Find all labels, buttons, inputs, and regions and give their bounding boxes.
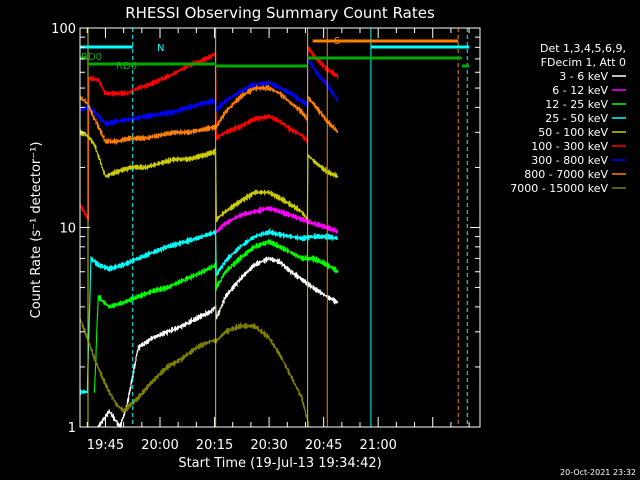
flag-label-s: S [334,36,340,47]
series-line-100-300-kev [79,45,339,222]
x-tick-label: 19:45 [87,438,124,453]
series-line-50-100-kev [79,128,339,223]
chart-title: RHESSI Observing Summary Count Rates [125,4,435,22]
legend-entry-label: 100 - 300 keV [531,140,608,153]
series-line-25-50-kev [79,227,339,396]
x-tick-label: 21:00 [359,438,396,453]
legend-entry-label: 25 - 50 keV [545,112,608,125]
flag-label-rd6: RD6 [116,61,137,72]
legend-entry-label: 12 - 25 keV [545,98,608,111]
x-axis-label: Start Time (19-Jul-13 19:34:42) [178,456,381,471]
x-tick-label: 20:30 [250,438,287,453]
y-tick-label: 100 [51,22,76,37]
x-axis: 19:45 20:00 20:15 20:30 20:45 21:00 [87,28,470,453]
legend-entry-label: 7000 - 15000 keV [510,182,608,195]
y-axis-label: Count Rate (s⁻¹ detector⁻¹) [29,142,44,319]
y-tick-label: 10 [59,222,76,237]
series-layer [79,45,339,429]
x-tick-label: 20:15 [196,438,233,453]
legend-entry-label: 3 - 6 keV [559,70,608,83]
legend-entry-label: 300 - 800 keV [531,154,608,167]
y-axis: 1 10 100 [51,22,480,436]
y-tick-label: 1 [68,421,76,436]
legend-entry-label: 50 - 100 keV [538,126,608,139]
legend-entry-label: 800 - 7000 keV [524,168,608,181]
x-tick-label: 20:45 [305,438,342,453]
legend-header: Det 1,3,4,5,6,9, [540,42,626,55]
legend-entry-label: 6 - 12 keV [552,84,608,97]
flag-label-rd0: RD0 [81,52,102,63]
series-line-6-12-kev [215,205,339,234]
series-line-3-6-kev [97,256,339,429]
series-line-12-25-kev [93,239,339,393]
series-line-300-800-kev [79,57,339,127]
flag-label-n: N [157,43,164,54]
footer-timestamp: 20-Oct-2021 23:32 [560,468,636,477]
legend-header: FDecim 1, Att 0 [541,56,626,69]
series-line-7000-15000-kev [79,318,310,428]
legend: Det 1,3,4,5,6,9,FDecim 1, Att 03 - 6 keV… [510,42,626,195]
flag-bands: RD0 RD6 N S [80,28,470,427]
series-line-800-7000-kev [79,84,339,146]
x-tick-label: 20:00 [141,438,178,453]
